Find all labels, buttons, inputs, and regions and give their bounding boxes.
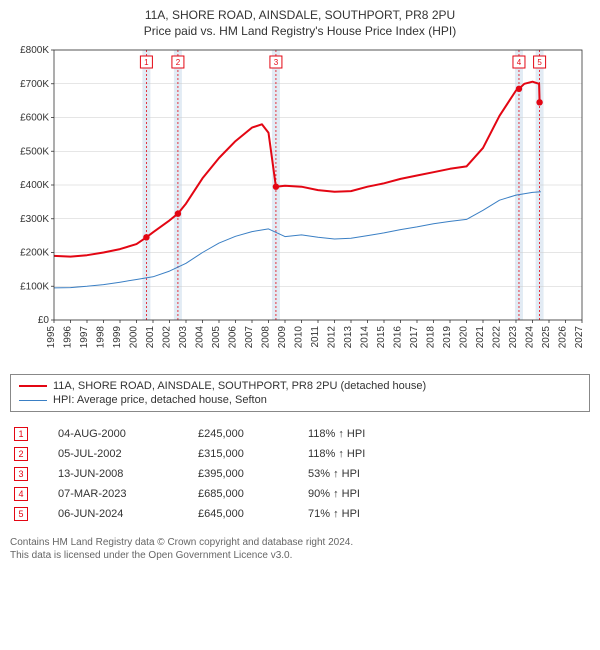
footer-note: Contains HM Land Registry data © Crown c… (10, 536, 590, 562)
sale-row: 1 04-AUG-2000 £245,000 118% ↑ HPI (10, 424, 590, 444)
svg-text:2016: 2016 (393, 326, 404, 349)
chart-title: 11A, SHORE ROAD, AINSDALE, SOUTHPORT, PR… (10, 8, 590, 22)
sale-hpi: 71% ↑ HPI (308, 508, 418, 520)
svg-text:2013: 2013 (343, 326, 354, 349)
svg-text:2003: 2003 (178, 326, 189, 349)
svg-text:2001: 2001 (145, 326, 156, 349)
footer-line-1: Contains HM Land Registry data © Crown c… (10, 536, 590, 549)
svg-text:2004: 2004 (195, 326, 206, 349)
svg-text:2020: 2020 (459, 326, 470, 349)
legend-row-property: 11A, SHORE ROAD, AINSDALE, SOUTHPORT, PR… (19, 379, 581, 393)
sale-row: 2 05-JUL-2002 £315,000 118% ↑ HPI (10, 444, 590, 464)
svg-text:£200K: £200K (20, 248, 49, 259)
svg-text:1997: 1997 (79, 326, 90, 349)
svg-text:£800K: £800K (20, 45, 49, 56)
svg-text:2005: 2005 (211, 326, 222, 349)
svg-text:2008: 2008 (261, 326, 272, 349)
page-container: 11A, SHORE ROAD, AINSDALE, SOUTHPORT, PR… (0, 0, 600, 650)
sale-hpi: 118% ↑ HPI (308, 428, 418, 440)
svg-text:2025: 2025 (541, 326, 552, 349)
chart-subtitle: Price paid vs. HM Land Registry's House … (10, 24, 590, 38)
sale-row: 4 07-MAR-2023 £685,000 90% ↑ HPI (10, 484, 590, 504)
svg-text:2002: 2002 (162, 326, 173, 349)
sale-date: 06-JUN-2024 (58, 508, 178, 520)
chart-area: 1 2 3 4 5 £0 £100K £200K £300K £400K £500K £600K £70… (10, 44, 590, 366)
svg-text:2: 2 (176, 58, 181, 67)
footer-line-2: This data is licensed under the Open Gov… (10, 549, 590, 562)
sale-price: £245,000 (198, 428, 288, 440)
svg-text:3: 3 (274, 58, 279, 67)
svg-text:1995: 1995 (46, 326, 57, 349)
sale-date: 13-JUN-2008 (58, 468, 178, 480)
legend-label-hpi: HPI: Average price, detached house, Seft… (53, 394, 267, 406)
svg-text:2012: 2012 (327, 326, 338, 349)
line-chart: 1 2 3 4 5 £0 £100K £200K £300K £400K £500K £600K £70… (10, 44, 590, 366)
sales-table: 1 04-AUG-2000 £245,000 118% ↑ HPI 2 05-JUL-20… (10, 424, 590, 524)
title-block: 11A, SHORE ROAD, AINSDALE, SOUTHPORT, PR… (10, 8, 590, 38)
legend-swatch-property (19, 385, 47, 387)
sale-date: 04-AUG-2000 (58, 428, 178, 440)
sale-marker: 3 (14, 467, 28, 481)
svg-text:1998: 1998 (96, 326, 107, 349)
svg-text:£300K: £300K (20, 214, 49, 225)
sale-date: 05-JUL-2002 (58, 448, 178, 460)
legend-box: 11A, SHORE ROAD, AINSDALE, SOUTHPORT, PR… (10, 374, 590, 412)
svg-text:2023: 2023 (508, 326, 519, 349)
svg-text:2010: 2010 (294, 326, 305, 349)
svg-text:1999: 1999 (112, 326, 123, 349)
sale-price: £645,000 (198, 508, 288, 520)
svg-text:2014: 2014 (360, 326, 371, 349)
sale-marker: 5 (14, 507, 28, 521)
svg-text:£0: £0 (38, 315, 50, 326)
svg-text:£500K: £500K (20, 146, 49, 157)
svg-text:£700K: £700K (20, 79, 49, 90)
sale-price: £315,000 (198, 448, 288, 460)
svg-text:2019: 2019 (442, 326, 453, 349)
legend-label-property: 11A, SHORE ROAD, AINSDALE, SOUTHPORT, PR… (53, 380, 426, 392)
sale-price: £685,000 (198, 488, 288, 500)
svg-text:2007: 2007 (244, 326, 255, 349)
sale-hpi: 118% ↑ HPI (308, 448, 418, 460)
svg-text:2009: 2009 (277, 326, 288, 349)
svg-text:£400K: £400K (20, 180, 49, 191)
svg-text:2011: 2011 (310, 326, 321, 348)
sale-hpi: 90% ↑ HPI (308, 488, 418, 500)
legend-row-hpi: HPI: Average price, detached house, Seft… (19, 393, 581, 407)
svg-text:4: 4 (517, 58, 522, 67)
svg-text:2027: 2027 (574, 326, 585, 349)
sale-row: 3 13-JUN-2008 £395,000 53% ↑ HPI (10, 464, 590, 484)
sale-marker: 4 (14, 487, 28, 501)
sale-row: 5 06-JUN-2024 £645,000 71% ↑ HPI (10, 504, 590, 524)
sale-price: £395,000 (198, 468, 288, 480)
svg-text:2021: 2021 (475, 326, 486, 349)
svg-text:2024: 2024 (525, 326, 536, 349)
svg-text:2000: 2000 (129, 326, 140, 349)
sale-marker: 2 (14, 447, 28, 461)
legend-swatch-hpi (19, 400, 47, 401)
svg-text:1: 1 (144, 58, 149, 67)
svg-text:£600K: £600K (20, 113, 49, 124)
svg-text:1996: 1996 (63, 326, 74, 349)
svg-text:£100K: £100K (20, 281, 49, 292)
svg-text:2026: 2026 (558, 326, 569, 349)
svg-text:2018: 2018 (426, 326, 437, 349)
svg-text:5: 5 (537, 58, 542, 67)
sale-date: 07-MAR-2023 (58, 488, 178, 500)
svg-text:2017: 2017 (409, 326, 420, 349)
sale-hpi: 53% ↑ HPI (308, 468, 418, 480)
sale-marker: 1 (14, 427, 28, 441)
svg-text:2022: 2022 (492, 326, 503, 349)
svg-text:2015: 2015 (376, 326, 387, 349)
svg-text:2006: 2006 (228, 326, 239, 349)
